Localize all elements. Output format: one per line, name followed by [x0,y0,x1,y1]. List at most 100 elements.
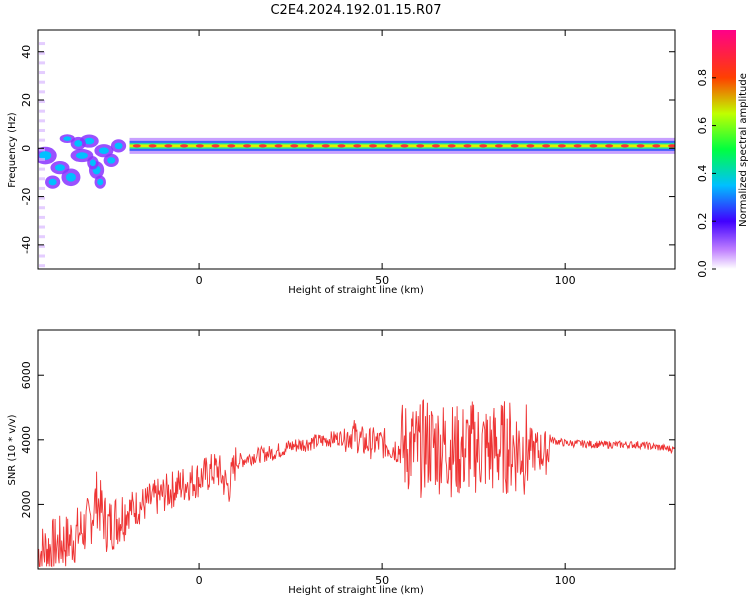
band-hotspot [368,144,377,148]
colorbar-tick-label: 0.8 [696,69,709,87]
x-tick-label: 0 [196,574,203,587]
band-hotspot [479,144,488,148]
x-tick-label: 100 [555,574,576,587]
colorbar: 0.0 0.2 0.4 0.6 0.8 Normalized spectral ampl… [696,30,749,278]
colorbar-tick-label: 0.2 [696,212,709,230]
band-hotspot [463,144,472,148]
band-hotspot [337,144,346,148]
spectrogram-frame [37,29,676,270]
snr-frame [37,329,676,570]
band-hotspot [605,144,614,148]
y-tick-label: 40 [20,45,33,59]
band-hotspot [557,144,566,148]
colorbar-tick-label: 0.4 [696,165,709,183]
colorbar-tick-label: 0.6 [696,117,709,135]
spectrogram-heatmap [38,42,675,268]
y-tick-label: -40 [20,236,33,254]
y-tick-label: -20 [20,188,33,206]
edge-speckle [39,128,45,132]
spectrogram-ylabel: Frequency (Hz) [7,112,18,188]
band-hotspot [510,144,519,148]
edge-speckle [39,80,45,84]
band-hotspot [195,144,204,148]
edge-speckle [39,196,45,200]
noise-blob-core [74,140,83,147]
y-tick-label: 0 [20,145,33,152]
edge-speckle [39,138,45,142]
edge-speckle [39,254,45,258]
edge-speckle [39,206,45,210]
snr-ticks: 0 50 100 2000 4000 6000 [20,330,675,587]
edge-speckle [39,109,45,113]
edge-speckle [39,71,45,75]
edge-speckle [39,186,45,190]
edge-speckle [39,90,45,94]
band-hotspot [620,144,629,148]
band-hotspot [290,144,299,148]
band-hotspot [321,144,330,148]
x-tick-label: 50 [375,274,389,287]
colorbar-label: Normalized spectral amplitude [738,73,749,227]
y-tick-label: 4000 [20,426,33,454]
y-tick-label: 20 [20,93,33,107]
band-hotspot [243,144,252,148]
band-hotspot [542,144,551,148]
band-hotspot [431,144,440,148]
colorbar-gradient [712,30,736,269]
y-tick-label: 2000 [20,490,33,518]
edge-speckle [39,61,45,65]
snr-xlabel: Height of straight line (km) [288,585,424,596]
edge-speckle [39,264,45,268]
band-hotspot [636,144,645,148]
x-tick-label: 100 [555,274,576,287]
band-hotspot [447,144,456,148]
spectrogram-xlabel: Height of straight line (km) [288,285,424,296]
snr-panel: 0 50 100 2000 4000 6000 Height of straight li… [7,329,676,596]
y-tick-label: 6000 [20,361,33,389]
band-hotspot [274,144,283,148]
snr-series-line [38,399,675,568]
band-hotspot [180,144,189,148]
noise-blob-core [63,136,72,141]
band-hotspot [258,144,267,148]
edge-speckle [39,244,45,248]
edge-speckle [39,225,45,229]
edge-speckle [39,215,45,219]
colorbar-ticks: 0.0 0.2 0.4 0.6 0.8 [696,69,716,278]
band-hotspot [211,144,220,148]
band-hotspot [384,144,393,148]
snr-plot-area [38,330,675,569]
colorbar-tick-label: 0.0 [696,260,709,278]
edge-speckle [39,157,45,161]
edge-speckle [39,100,45,104]
band-hotspot [306,144,315,148]
x-tick-label: 50 [375,574,389,587]
edge-speckle [39,235,45,239]
band-hotspot [652,144,661,148]
noise-blob-core [98,147,109,155]
band-hotspot [526,144,535,148]
noise-blob-core [39,151,52,160]
noise-blob-core [75,152,88,159]
spectrogram-panel: 0 50 100 -40 -20 0 20 40 Height of straight lin… [7,29,676,296]
figure-title: C2E4.2024.192.01.15.R07 [270,3,441,18]
edge-speckle [39,51,45,55]
band-hotspot [353,144,362,148]
noise-blob-core [48,178,57,186]
band-hotspot [494,144,503,148]
band-hotspot [416,144,425,148]
edge-speckle [39,42,45,46]
band-hotspot [132,144,141,148]
band-hotspot [164,144,173,148]
edge-speckle [39,148,45,152]
x-tick-label: 0 [196,274,203,287]
band-hotspot [573,144,582,148]
edge-speckle [39,119,45,123]
edge-speckle [39,167,45,171]
band-hotspot [668,144,675,148]
noise-blob-core [107,157,116,164]
spectrogram-ticks: 0 50 100 -40 -20 0 20 40 [20,30,675,287]
noise-blob-core [97,178,104,186]
noise-blob-core [114,142,123,150]
edge-speckle [39,177,45,181]
